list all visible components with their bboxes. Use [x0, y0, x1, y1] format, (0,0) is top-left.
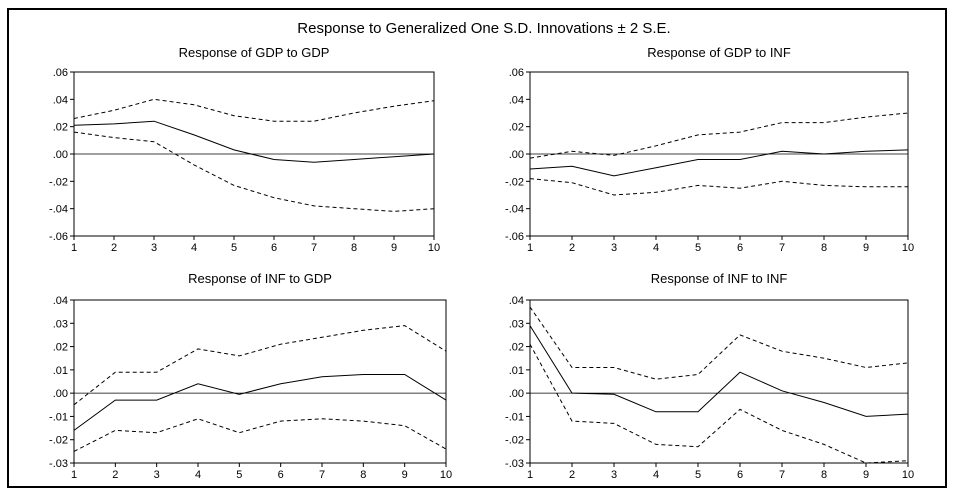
x-tick-label: 9: [863, 469, 869, 481]
x-tick-label: 7: [779, 242, 785, 254]
x-tick-label: 10: [428, 242, 440, 254]
y-tick-label: .00: [509, 149, 524, 161]
panel-title: Response of INF to INF: [651, 271, 788, 286]
y-tick-label: -.02: [505, 435, 524, 447]
x-tick-label: 9: [391, 242, 397, 254]
panel-gdp-to-inf: Response of GDP to INF .06 .04 .02 .00 -.02 -.…: [505, 45, 914, 254]
x-tick-label: 10: [902, 242, 914, 254]
y-tick-label: .03: [509, 318, 524, 330]
x-tick-label: 5: [236, 469, 242, 481]
y-tick-label: .02: [509, 342, 524, 354]
x-tick-label: 10: [902, 469, 914, 481]
x-tick-label: 3: [611, 242, 617, 254]
x-tick-label: 8: [351, 242, 357, 254]
x-tick-label: 6: [278, 469, 284, 481]
confidence-band-line: [529, 306, 909, 380]
confidence-band-line: [529, 112, 909, 159]
x-tick-label: 7: [319, 469, 325, 481]
panel-title: Response of GDP to GDP: [179, 45, 330, 60]
y-tick-label: -.03: [505, 458, 524, 470]
y-tick-label: .04: [53, 94, 68, 106]
panel-inf-to-gdp: Response of INF to GDP .04 .03 .02 .01 .00 -.0…: [49, 271, 452, 481]
x-tick-label: 1: [527, 242, 533, 254]
x-tick-label: 2: [112, 469, 118, 481]
x-tick-label: 4: [653, 242, 659, 254]
x-tick-label: 6: [737, 242, 743, 254]
plot-frame: [529, 299, 909, 464]
x-tick-label: 1: [527, 469, 533, 481]
y-tick-label: -.04: [49, 204, 68, 216]
x-tick-label: 4: [195, 469, 201, 481]
figure-title: Response to Generalized One S.D. Innovat…: [297, 20, 670, 37]
x-tick-label: 7: [779, 469, 785, 481]
y-tick-label: .04: [509, 295, 524, 307]
x-tick-label: 5: [695, 469, 701, 481]
x-tick-label: 1: [71, 469, 77, 481]
y-tick-label: .02: [53, 122, 68, 134]
x-tick-label: 5: [231, 242, 237, 254]
y-tick-label: .00: [509, 388, 524, 400]
y-tick-label: -.03: [49, 458, 68, 470]
x-tick-label: 3: [151, 242, 157, 254]
panel-title: Response of INF to GDP: [188, 271, 332, 286]
response-line: [73, 374, 447, 431]
x-tick-label: 3: [611, 469, 617, 481]
x-tick-label: 6: [737, 469, 743, 481]
panel-title: Response of GDP to INF: [647, 45, 791, 60]
x-tick-label: 2: [569, 469, 575, 481]
x-tick-label: 4: [191, 242, 197, 254]
response-line: [529, 149, 909, 177]
y-tick-label: .02: [53, 342, 68, 354]
x-tick-label: 9: [863, 242, 869, 254]
y-tick-label: -.04: [505, 204, 524, 216]
x-tick-label: 2: [569, 242, 575, 254]
y-tick-label: .01: [509, 365, 524, 377]
x-tick-label: 10: [440, 469, 452, 481]
response-line: [529, 325, 909, 417]
figure-border: [7, 8, 947, 488]
y-tick-label: .01: [53, 365, 68, 377]
panel-inf-to-inf: Response of INF to INF .04 .03 .02 .01 .00 -.0…: [505, 271, 914, 481]
x-tick-label: 1: [71, 242, 77, 254]
y-tick-label: -.01: [505, 411, 524, 423]
y-tick-label: .00: [53, 388, 68, 400]
x-tick-label: 8: [821, 242, 827, 254]
plot-frame: [73, 299, 447, 464]
y-tick-label: .04: [53, 295, 68, 307]
y-tick-label: .06: [53, 67, 68, 79]
y-tick-label: .02: [509, 122, 524, 134]
confidence-band-line: [73, 98, 435, 122]
confidence-band-line: [73, 418, 447, 452]
y-tick-label: -.02: [505, 176, 524, 188]
y-tick-label: .04: [509, 94, 524, 106]
y-tick-label: .00: [53, 149, 68, 161]
response-line: [73, 120, 435, 163]
y-tick-label: -.01: [49, 411, 68, 423]
confidence-band-line: [529, 178, 908, 196]
confidence-band-line: [73, 131, 435, 212]
x-tick-label: 8: [360, 469, 366, 481]
x-tick-label: 9: [402, 469, 408, 481]
y-tick-label: -.06: [49, 231, 68, 243]
confidence-band-line: [73, 325, 447, 406]
y-tick-label: .06: [509, 67, 524, 79]
x-tick-label: 7: [311, 242, 317, 254]
y-tick-label: .03: [53, 318, 68, 330]
x-tick-label: 6: [271, 242, 277, 254]
x-tick-label: 3: [154, 469, 160, 481]
y-tick-label: -.02: [49, 435, 68, 447]
x-tick-label: 2: [111, 242, 117, 254]
x-tick-label: 4: [653, 469, 659, 481]
panel-gdp-to-gdp: Response of GDP to GDP .06 .04 .02 .00 -.02 -.…: [49, 45, 440, 254]
x-tick-label: 5: [695, 242, 701, 254]
confidence-band-line: [529, 343, 909, 464]
y-tick-label: -.02: [49, 176, 68, 188]
x-tick-label: 8: [821, 469, 827, 481]
y-tick-label: -.06: [505, 231, 524, 243]
